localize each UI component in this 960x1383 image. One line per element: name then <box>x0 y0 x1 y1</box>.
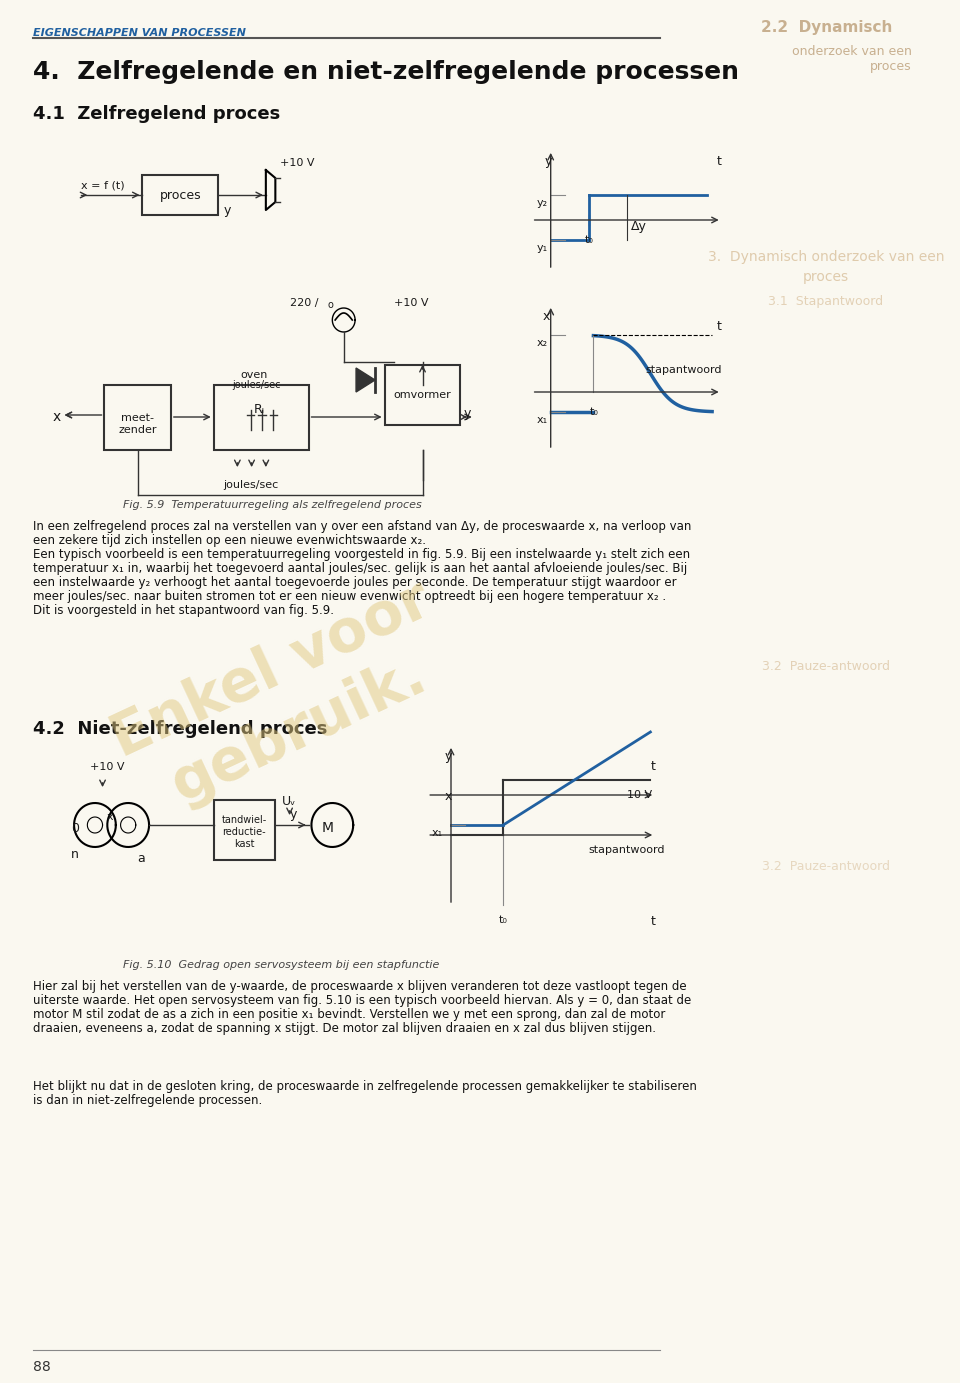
Text: tandwiel-: tandwiel- <box>222 815 267 826</box>
Text: Δy: Δy <box>631 220 646 232</box>
Text: Hier zal bij het verstellen van de y-waarde, de proceswaarde x blijven verandere: Hier zal bij het verstellen van de y-waa… <box>34 981 686 993</box>
Text: x: x <box>444 790 452 804</box>
Text: t: t <box>717 319 722 333</box>
Text: t: t <box>650 761 656 773</box>
Text: M: M <box>322 822 333 835</box>
Bar <box>105 384 171 449</box>
Text: Dit is voorgesteld in het stapantwoord van fig. 5.9.: Dit is voorgesteld in het stapantwoord v… <box>34 604 334 617</box>
Text: joules/sec: joules/sec <box>232 380 281 390</box>
Text: 4.  Zelfregelende en niet-zelfregelende processen: 4. Zelfregelende en niet-zelfregelende p… <box>34 59 739 84</box>
Text: stapantwoord: stapantwoord <box>646 365 722 375</box>
Text: a: a <box>137 852 145 864</box>
Text: oven: oven <box>240 371 268 380</box>
Text: meet-: meet- <box>121 414 155 423</box>
Text: x: x <box>52 409 60 425</box>
Bar <box>214 384 308 449</box>
Text: x₁: x₁ <box>537 415 547 425</box>
Text: t₀: t₀ <box>498 916 507 925</box>
Text: 3.  Dynamisch onderzoek van een: 3. Dynamisch onderzoek van een <box>708 250 945 264</box>
Text: +10 V: +10 V <box>394 297 428 308</box>
Text: uiterste waarde. Het open servosysteem van fig. 5.10 is een typisch voorbeeld hi: uiterste waarde. Het open servosysteem v… <box>34 994 691 1007</box>
Text: +10 V: +10 V <box>280 158 315 167</box>
Text: y: y <box>545 155 552 167</box>
Text: 3.2  Pauze-antwoord: 3.2 Pauze-antwoord <box>762 660 890 674</box>
Text: meer joules/sec. naar buiten stromen tot er een nieuw evenwicht optreedt bij een: meer joules/sec. naar buiten stromen tot… <box>34 591 666 603</box>
Text: zender: zender <box>118 425 156 436</box>
Text: x = f (t): x = f (t) <box>81 180 125 189</box>
Text: 3.2  Pauze-antwoord: 3.2 Pauze-antwoord <box>762 860 890 873</box>
Text: x: x <box>543 310 550 324</box>
Text: proces: proces <box>870 59 911 73</box>
Polygon shape <box>356 368 375 391</box>
Text: y: y <box>223 205 230 217</box>
Text: 4.2  Niet-zelfregelend proces: 4.2 Niet-zelfregelend proces <box>34 721 327 739</box>
Text: t₀: t₀ <box>589 407 598 418</box>
Text: onderzoek van een: onderzoek van een <box>792 46 911 58</box>
Text: x₁: x₁ <box>432 828 444 838</box>
Text: y: y <box>290 808 297 822</box>
Bar <box>385 365 461 425</box>
Bar <box>142 176 218 214</box>
Text: draaien, eveneens a, zodat de spanning x stijgt. De motor zal blijven draaien en: draaien, eveneens a, zodat de spanning x… <box>34 1022 657 1034</box>
Text: omvormer: omvormer <box>394 390 451 400</box>
Text: y: y <box>464 407 470 420</box>
Text: n: n <box>71 848 79 862</box>
Text: x: x <box>107 812 113 822</box>
Text: y: y <box>444 750 452 763</box>
Text: temperatuur x₁ in, waarbij het toegevoerd aantal joules/sec. gelijk is aan het a: temperatuur x₁ in, waarbij het toegevoer… <box>34 561 687 575</box>
Text: een instelwaarde y₂ verhoogt het aantal toegevoerde joules per seconde. De tempe: een instelwaarde y₂ verhoogt het aantal … <box>34 575 677 589</box>
Text: y₁: y₁ <box>537 243 547 253</box>
Text: een zekere tijd zich instellen op een nieuwe evenwichtswaarde x₂.: een zekere tijd zich instellen op een ni… <box>34 534 426 548</box>
Text: In een zelfregelend proces zal na verstellen van y over een afstand van Δy, de p: In een zelfregelend proces zal na verste… <box>34 520 691 532</box>
Text: joules/sec: joules/sec <box>223 480 278 490</box>
Text: kast: kast <box>234 839 254 849</box>
Text: stapantwoord: stapantwoord <box>588 845 665 855</box>
Text: y₂: y₂ <box>537 198 547 207</box>
Text: 220 /: 220 / <box>290 297 318 308</box>
Bar <box>214 799 276 860</box>
Text: motor M stil zodat de as a zich in een positie x₁ bevindt. Verstellen we y met e: motor M stil zodat de as a zich in een p… <box>34 1008 665 1021</box>
Text: Fig. 5.9  Temperatuurregeling als zelfregelend proces: Fig. 5.9 Temperatuurregeling als zelfreg… <box>124 501 422 510</box>
Text: 0: 0 <box>71 822 80 835</box>
Text: t₀: t₀ <box>585 235 593 245</box>
Text: reductie-: reductie- <box>222 827 266 837</box>
Text: Een typisch voorbeeld is een temperatuurregeling voorgesteld in fig. 5.9. Bij ee: Een typisch voorbeeld is een temperatuur… <box>34 548 690 561</box>
Text: Het blijkt nu dat in de gesloten kring, de proceswaarde in zelfregelende process: Het blijkt nu dat in de gesloten kring, … <box>34 1080 697 1093</box>
Text: proces: proces <box>159 188 202 202</box>
Text: 2.2  Dynamisch: 2.2 Dynamisch <box>761 19 893 35</box>
Text: proces: proces <box>803 270 849 284</box>
Text: 3.1  Stapantwoord: 3.1 Stapantwoord <box>769 295 883 308</box>
Text: 4.1  Zelfregelend proces: 4.1 Zelfregelend proces <box>34 105 280 123</box>
Text: Rₗ: Rₗ <box>253 402 264 416</box>
Text: t: t <box>650 916 656 928</box>
Text: EIGENSCHAPPEN VAN PROCESSEN: EIGENSCHAPPEN VAN PROCESSEN <box>34 28 246 37</box>
Text: Fig. 5.10  Gedrag open servosysteem bij een stapfunctie: Fig. 5.10 Gedrag open servosysteem bij e… <box>124 960 440 969</box>
Text: t: t <box>717 155 722 167</box>
Text: o: o <box>327 300 333 310</box>
Text: is dan in niet-zelfregelende processen.: is dan in niet-zelfregelende processen. <box>34 1094 262 1106</box>
Text: Uᵥ: Uᵥ <box>282 795 297 808</box>
Text: 88: 88 <box>34 1359 51 1373</box>
Text: x₂: x₂ <box>537 337 547 349</box>
Text: +10 V: +10 V <box>90 762 125 772</box>
Text: Enkel voor
gebruik.: Enkel voor gebruik. <box>102 571 468 828</box>
Text: 10 V: 10 V <box>627 790 652 799</box>
